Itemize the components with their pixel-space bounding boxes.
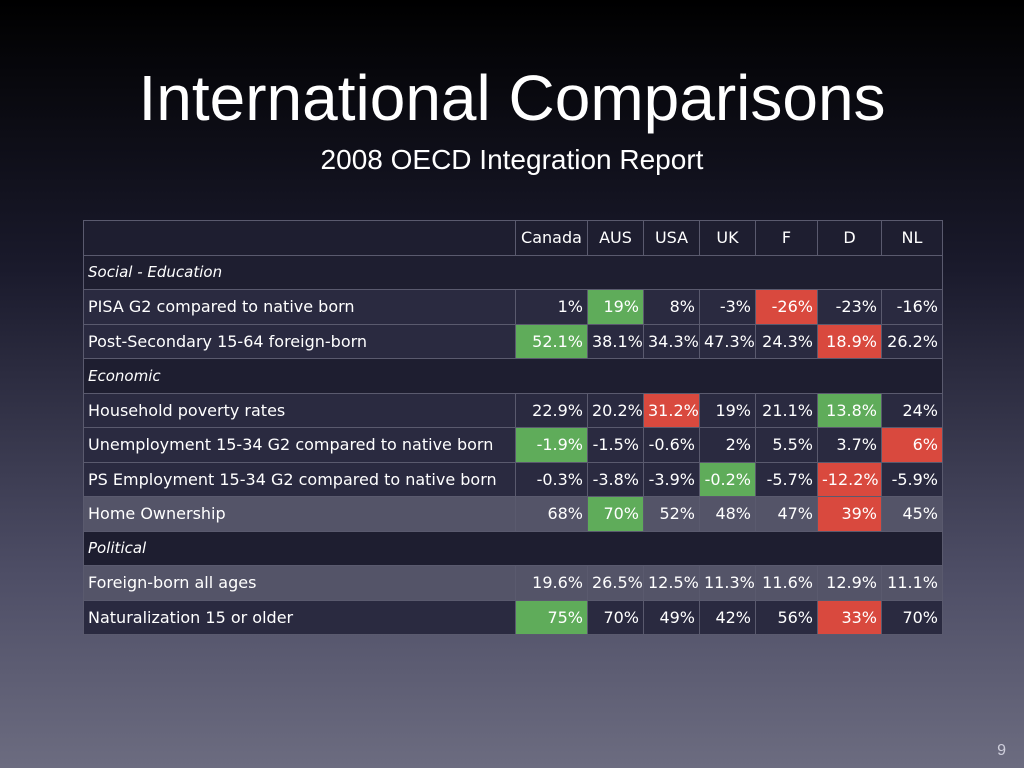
slide-subtitle: 2008 OECD Integration Report <box>320 144 704 175</box>
section-header-row: Economic <box>83 358 943 394</box>
row-label: Foreign-born all ages <box>83 565 516 601</box>
table-row: Household poverty rates 22.9% 20.2% 31.2% 19… <box>83 392 943 428</box>
table-row: Home Ownership 68% 70% 52% 48% 47% 39% 45% <box>83 496 943 532</box>
table-row: Post-Secondary 15-64 foreign-born 52.1% 38… <box>83 323 943 359</box>
column-header: D <box>817 220 882 256</box>
column-header: Canada <box>515 220 588 256</box>
value-cell: -0.6% <box>643 427 700 463</box>
value-cell-worst: 33% <box>817 599 882 635</box>
value-cell: 3.7% <box>817 427 882 463</box>
row-label: Home Ownership <box>83 496 516 532</box>
value-cell: 2% <box>699 427 756 463</box>
value-cell: 21.1% <box>755 392 818 428</box>
table-header-row: Canada AUS USA UK F D NL <box>83 220 943 256</box>
value-cell: -3.8% <box>587 461 644 497</box>
value-cell-best: 19% <box>587 289 644 325</box>
value-cell: 12.5% <box>643 565 700 601</box>
value-cell: 26.2% <box>881 323 943 359</box>
value-cell: 20.2% <box>587 392 644 428</box>
value-cell: 70% <box>881 599 943 635</box>
value-cell: -3% <box>699 289 756 325</box>
value-cell-best: 13.8% <box>817 392 882 428</box>
value-cell: -5.7% <box>755 461 818 497</box>
row-label: Unemployment 15-34 G2 compared to native… <box>83 427 516 463</box>
table-row: Naturalization 15 or older 75% 70% 49% 42% 56… <box>83 599 943 635</box>
column-header: AUS <box>587 220 644 256</box>
page-number: 9 <box>997 742 1006 759</box>
row-label: Post-Secondary 15-64 foreign-born <box>83 323 516 359</box>
value-cell: 11.1% <box>881 565 943 601</box>
value-cell: 26.5% <box>587 565 644 601</box>
value-cell-worst: -26% <box>755 289 818 325</box>
column-header: UK <box>699 220 756 256</box>
value-cell: 47.3% <box>699 323 756 359</box>
table-row: PISA G2 compared to native born 1% 19% 8% -3… <box>83 289 943 325</box>
row-label: PS Employment 15-34 G2 compared to nativ… <box>83 461 516 497</box>
value-cell-worst: -12.2% <box>817 461 882 497</box>
value-cell: -3.9% <box>643 461 700 497</box>
value-cell-worst: 39% <box>817 496 882 532</box>
table-row: PS Employment 15-34 G2 compared to nativ… <box>83 461 943 497</box>
header-corner-cell <box>83 220 516 256</box>
value-cell: 24% <box>881 392 943 428</box>
value-cell: 56% <box>755 599 818 635</box>
value-cell: 11.3% <box>699 565 756 601</box>
value-cell: 22.9% <box>515 392 588 428</box>
value-cell: 1% <box>515 289 588 325</box>
comparison-table: Canada AUS USA UK F D NL Social - Educat… <box>83 220 943 635</box>
row-label: PISA G2 compared to native born <box>83 289 516 325</box>
value-cell-best: 70% <box>587 496 644 532</box>
value-cell: 49% <box>643 599 700 635</box>
column-header: NL <box>881 220 943 256</box>
value-cell: 68% <box>515 496 588 532</box>
value-cell: 8% <box>643 289 700 325</box>
value-cell: -5.9% <box>881 461 943 497</box>
value-cell: 70% <box>587 599 644 635</box>
value-cell: 12.9% <box>817 565 882 601</box>
value-cell: -0.3% <box>515 461 588 497</box>
value-cell-best: -1.9% <box>515 427 588 463</box>
section-label: Economic <box>83 358 943 394</box>
section-header-row: Political <box>83 530 943 566</box>
section-label: Political <box>83 530 943 566</box>
value-cell: 11.6% <box>755 565 818 601</box>
value-cell: 38.1% <box>587 323 644 359</box>
value-cell-best: 52.1% <box>515 323 588 359</box>
value-cell: 19.6% <box>515 565 588 601</box>
value-cell-worst: 6% <box>881 427 943 463</box>
value-cell-best: 75% <box>515 599 588 635</box>
value-cell: 34.3% <box>643 323 700 359</box>
value-cell: 24.3% <box>755 323 818 359</box>
value-cell: -16% <box>881 289 943 325</box>
value-cell: 42% <box>699 599 756 635</box>
value-cell: 19% <box>699 392 756 428</box>
section-header-row: Social - Education <box>83 254 943 290</box>
value-cell: 45% <box>881 496 943 532</box>
value-cell: -23% <box>817 289 882 325</box>
value-cell: 47% <box>755 496 818 532</box>
slide-title: International Comparisons <box>138 62 886 134</box>
value-cell-worst: 31.2% <box>643 392 700 428</box>
value-cell: 48% <box>699 496 756 532</box>
value-cell-best: -0.2% <box>699 461 756 497</box>
section-label: Social - Education <box>83 254 943 290</box>
value-cell: 5.5% <box>755 427 818 463</box>
value-cell-worst: 18.9% <box>817 323 882 359</box>
column-header: USA <box>643 220 700 256</box>
table-row: Unemployment 15-34 G2 compared to native… <box>83 427 943 463</box>
row-label: Naturalization 15 or older <box>83 599 516 635</box>
column-header: F <box>755 220 818 256</box>
table-row: Foreign-born all ages 19.6% 26.5% 12.5% 11.3… <box>83 565 943 601</box>
table-body: Canada AUS USA UK F D NL Social - Educat… <box>83 220 943 635</box>
row-label: Household poverty rates <box>83 392 516 428</box>
value-cell: -1.5% <box>587 427 644 463</box>
value-cell: 52% <box>643 496 700 532</box>
